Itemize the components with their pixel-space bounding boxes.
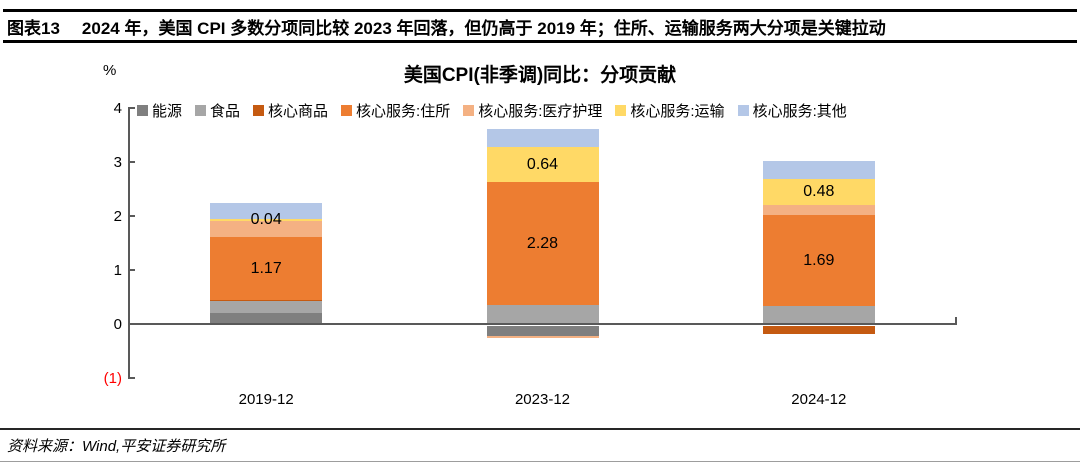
x-axis-category-label: 2019-12 (238, 391, 294, 408)
x-axis-end-tick (955, 317, 957, 325)
bar-segment (762, 214, 875, 307)
y-tick-label: 0 (113, 316, 122, 333)
y-tick-label: (1) (103, 370, 122, 387)
bar-value-label: 0.64 (526, 155, 559, 173)
bar-value-label: 1.17 (250, 259, 282, 277)
legend-item: 核心服务:运输 (615, 100, 725, 121)
y-axis-line (128, 108, 130, 379)
bar-segment (486, 181, 599, 306)
legend-swatch-icon (253, 105, 265, 116)
legend-item: 核心服务:其他 (737, 100, 847, 121)
bar-value-label: 0.48 (803, 182, 835, 200)
legend-label: 核心服务:运输 (630, 103, 725, 120)
y-tick-mark (128, 269, 135, 271)
chart-title: 美国CPI(非季调)同比：分项贡献 (403, 65, 677, 86)
bar-value-label: 1.69 (803, 251, 835, 269)
figure-number: 图表13 (7, 19, 60, 38)
y-tick-label: 4 (113, 100, 122, 117)
y-tick-label: 1 (113, 262, 122, 279)
legend-item: 食品 (195, 100, 240, 121)
legend-swatch-icon (463, 105, 475, 116)
bar-segment (210, 237, 323, 301)
legend-item: 能源 (137, 100, 182, 121)
legend-swatch-icon (737, 105, 749, 116)
bar-segment (762, 178, 875, 205)
bar-segment (210, 218, 323, 221)
bar-value-label: 2.28 (526, 234, 559, 252)
y-axis-unit-label: % (103, 62, 117, 79)
bar-segment (210, 220, 323, 238)
x-axis-category-label: 2024-12 (791, 391, 847, 408)
source-note: 资料来源：Wind,平安证券研究所 (7, 438, 226, 455)
legend-swatch-icon (615, 105, 627, 116)
bar-segment (486, 335, 599, 339)
legend-swatch-icon (341, 105, 353, 116)
bar-segment (210, 313, 323, 324)
bar-segment (762, 306, 875, 324)
legend-label: 能源 (152, 103, 183, 120)
bar-segment (486, 147, 599, 182)
legend-item: 核心服务:医疗护理 (463, 100, 602, 121)
legend-item: 核心服务:住所 (341, 100, 450, 121)
bar-segment (486, 305, 599, 324)
bar-segment (486, 326, 599, 336)
y-tick-mark (128, 107, 135, 109)
footer-top-rule (0, 428, 1080, 430)
bar-segment (762, 161, 875, 179)
bar-segment (210, 300, 323, 302)
bar-segment (762, 204, 875, 215)
figure-header: 图表13 2024 年，美国 CPI 多数分项同比较 2023 年回落，但仍高于 … (7, 14, 1073, 39)
header-top-rule (3, 9, 1077, 12)
bar-segment (486, 128, 599, 148)
bar-value-label: 0.04 (250, 210, 282, 228)
y-tick-label: 2 (113, 208, 122, 225)
y-tick-mark (128, 377, 135, 379)
x-axis-zero-line (128, 323, 957, 325)
legend-label: 食品 (210, 103, 241, 120)
header-bottom-rule (3, 40, 1077, 43)
figure-title: 2024 年，美国 CPI 多数分项同比较 2023 年回落，但仍高于 2019… (81, 19, 886, 38)
y-tick-label: 3 (113, 154, 122, 171)
legend-label: 核心商品 (268, 103, 329, 120)
legend-label: 核心服务:住所 (356, 103, 451, 120)
legend-label: 核心服务:其他 (752, 103, 847, 120)
bar-segment (762, 326, 875, 335)
x-axis-category-label: 2023-12 (514, 391, 571, 408)
legend-item: 核心商品 (253, 100, 328, 121)
chart-legend: 能源 食品 核心商品 核心服务:住所 核心服务:医疗护理 核心服务:运输 核心服务:其他 (137, 100, 977, 121)
bar-segment (210, 301, 323, 314)
legend-label: 核心服务:医疗护理 (478, 103, 603, 120)
footer-bottom-rule (0, 461, 1080, 462)
y-tick-mark (128, 215, 135, 217)
bar-segment (210, 202, 323, 219)
legend-swatch-icon (137, 105, 148, 116)
y-tick-mark (128, 161, 135, 163)
legend-swatch-icon (195, 105, 207, 116)
